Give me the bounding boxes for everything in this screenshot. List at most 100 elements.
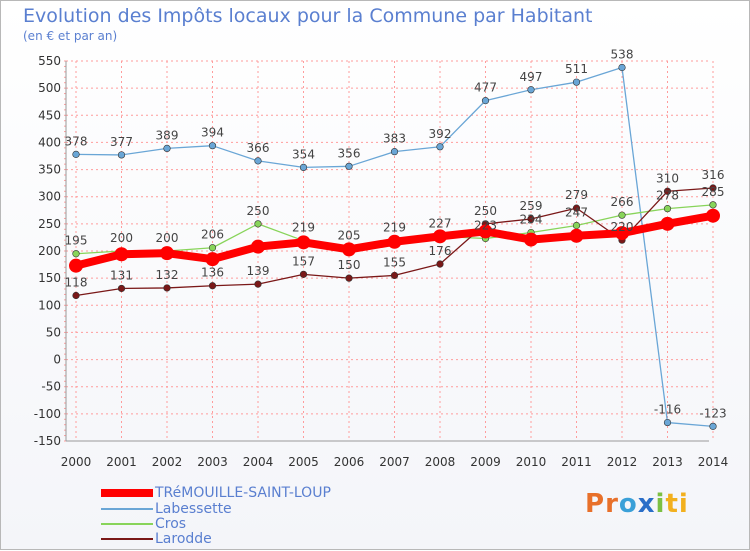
- x-tick-label: 2007: [379, 455, 410, 469]
- data-label: 392: [429, 127, 452, 141]
- x-tick-label: 2013: [652, 455, 683, 469]
- x-tick-label: 2003: [197, 455, 228, 469]
- data-label: 131: [110, 268, 133, 282]
- logo-letter: r: [605, 489, 619, 519]
- legend-label: Labessette: [155, 501, 232, 517]
- data-label: 497: [520, 70, 543, 84]
- x-tick-label: 2012: [607, 455, 638, 469]
- logo-letter: i: [655, 489, 666, 519]
- y-tick-label: 300: [38, 190, 61, 204]
- data-point: [569, 228, 584, 243]
- data-point: [524, 232, 538, 247]
- data-label: 176: [429, 244, 452, 258]
- data-point: [163, 284, 171, 292]
- y-tick-label: 500: [38, 81, 61, 95]
- data-point: [114, 247, 129, 262]
- data-label: 219: [292, 221, 315, 235]
- data-point: [208, 142, 217, 150]
- y-tick-label: -100: [34, 407, 61, 421]
- data-point: [160, 246, 174, 261]
- data-label: 200: [156, 231, 179, 245]
- data-point: [117, 284, 126, 293]
- data-label: 278: [656, 189, 679, 203]
- label-layer: 378 377 389 394 366 354 356 383 392 477 497 511 538 -…: [65, 48, 727, 421]
- data-point: [436, 260, 444, 268]
- legend-swatch: [101, 508, 153, 510]
- data-point: [527, 215, 535, 223]
- data-point: [618, 211, 626, 219]
- data-point: [663, 418, 672, 427]
- data-label: 538: [611, 48, 634, 62]
- data-label: 150: [338, 258, 361, 272]
- x-tick-label: 2014: [698, 455, 729, 469]
- data-label: 205: [338, 228, 361, 242]
- data-point: [436, 143, 444, 151]
- legend-swatch: [101, 538, 153, 540]
- data-label: 259: [520, 199, 543, 213]
- x-tick-label: 2004: [243, 455, 274, 469]
- data-point: [387, 234, 402, 249]
- data-label: 310: [656, 171, 679, 185]
- data-point: [709, 201, 717, 209]
- data-point: [72, 250, 80, 258]
- y-tick-label: 250: [38, 217, 61, 231]
- data-point: [663, 187, 672, 195]
- data-point: [660, 216, 675, 231]
- y-tick-label: 100: [38, 298, 61, 312]
- y-tick-label: -50: [41, 380, 61, 394]
- data-point: [481, 97, 490, 105]
- data-point: [299, 163, 308, 171]
- series-layer: [69, 63, 720, 430]
- data-point: [527, 86, 535, 94]
- x-tick-label: 2006: [334, 455, 365, 469]
- x-tick-label: 2010: [516, 455, 547, 469]
- data-point: [615, 226, 629, 241]
- x-tick-label: 2000: [61, 455, 92, 469]
- data-label: 285: [702, 185, 725, 199]
- data-point: [251, 239, 265, 254]
- data-label: 227: [429, 216, 452, 230]
- data-point: [478, 224, 493, 239]
- data-label: 389: [156, 128, 179, 142]
- y-tick-label: 350: [38, 163, 61, 177]
- y-tick-label: 400: [38, 135, 61, 149]
- data-label: 477: [474, 81, 497, 95]
- data-label: 132: [156, 268, 179, 282]
- data-point: [709, 422, 717, 430]
- data-label: 139: [247, 264, 270, 278]
- data-label: 220: [611, 220, 634, 234]
- legend-label: Cros: [155, 516, 187, 532]
- y-tick-label: 200: [38, 244, 61, 258]
- data-point: [72, 291, 80, 300]
- data-label: 234: [520, 213, 543, 227]
- data-point: [254, 220, 262, 228]
- data-point: [572, 221, 581, 230]
- data-point: [572, 204, 581, 212]
- data-label: 279: [565, 188, 588, 202]
- logo-letter: i: [678, 489, 689, 519]
- data-label: 157: [292, 254, 315, 268]
- x-tick-label: 2008: [425, 455, 456, 469]
- y-tick-label: -150: [34, 434, 61, 448]
- legend-swatch: [101, 489, 153, 497]
- data-label: 155: [383, 255, 406, 269]
- data-point: [663, 205, 672, 213]
- y-tick-label: 450: [38, 108, 61, 122]
- data-point: [345, 162, 353, 170]
- data-point: [390, 148, 399, 156]
- data-label: 250: [247, 204, 270, 218]
- data-label: 383: [383, 132, 406, 146]
- data-point: [572, 78, 581, 86]
- data-label: 356: [338, 146, 361, 160]
- data-label: 206: [201, 228, 224, 242]
- data-point: [709, 184, 717, 192]
- x-tick-label: 2005: [288, 455, 319, 469]
- data-label: 195: [65, 234, 88, 248]
- logo-letter: P: [585, 489, 606, 519]
- data-label: 511: [565, 62, 588, 76]
- data-label: 354: [292, 147, 315, 161]
- data-label: 118: [65, 276, 88, 290]
- logo-letter: o: [618, 489, 638, 519]
- data-point: [296, 235, 311, 250]
- data-label: 219: [383, 221, 406, 235]
